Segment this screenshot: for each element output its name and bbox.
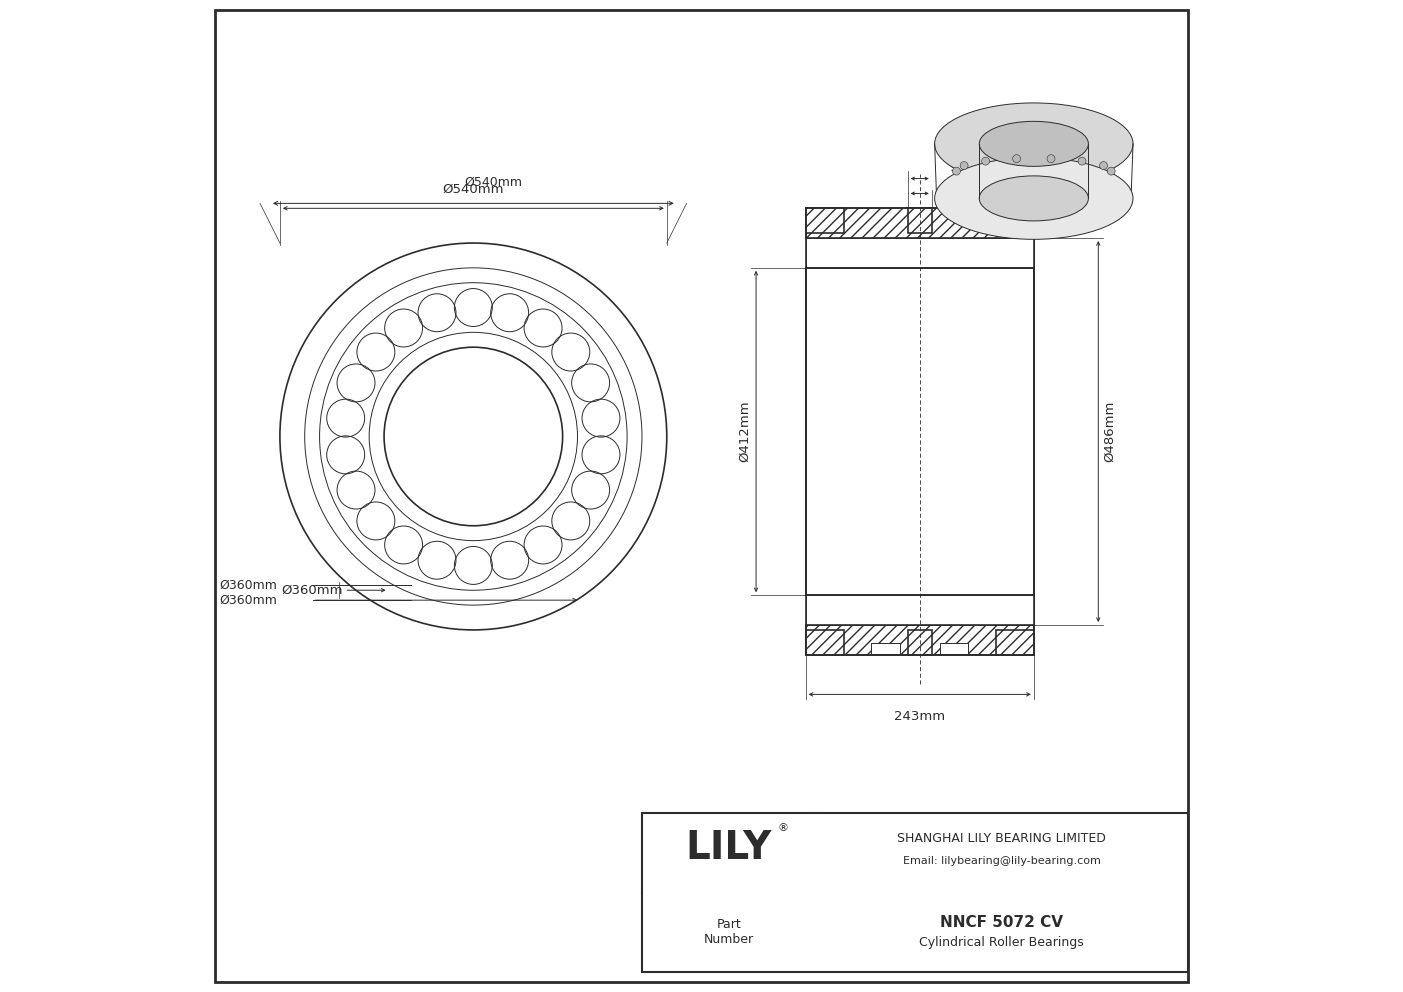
Text: SHANGHAI LILY BEARING LIMITED: SHANGHAI LILY BEARING LIMITED: [897, 831, 1106, 845]
Text: Part
Number: Part Number: [704, 919, 753, 946]
Bar: [805, 268, 1034, 595]
Bar: [805, 208, 843, 233]
Circle shape: [1107, 168, 1115, 175]
Bar: [805, 630, 843, 655]
Bar: [908, 630, 932, 655]
Bar: [996, 208, 1034, 233]
Text: Ø5mm: Ø5mm: [950, 176, 992, 188]
Circle shape: [953, 168, 961, 175]
Bar: [805, 208, 1034, 238]
Bar: [805, 238, 1034, 625]
Ellipse shape: [979, 121, 1089, 167]
Text: Ø412mm: Ø412mm: [738, 401, 751, 462]
Ellipse shape: [934, 158, 1134, 239]
Text: NNCF 5072 CV: NNCF 5072 CV: [940, 915, 1063, 930]
Text: Ø486mm: Ø486mm: [1103, 401, 1117, 462]
Text: 243mm: 243mm: [894, 710, 946, 723]
Bar: [805, 625, 1034, 655]
Text: Ø360mm: Ø360mm: [219, 578, 276, 592]
Circle shape: [960, 162, 968, 170]
Text: Ø540mm: Ø540mm: [464, 176, 522, 188]
Text: 9mm: 9mm: [950, 161, 982, 174]
Bar: [805, 268, 1034, 595]
Bar: [871, 643, 899, 654]
Text: Email: lilybearing@lily-bearing.com: Email: lilybearing@lily-bearing.com: [902, 856, 1100, 866]
Ellipse shape: [934, 103, 1134, 185]
Text: Ø540mm: Ø540mm: [442, 183, 504, 195]
Text: Ø360mm: Ø360mm: [219, 593, 276, 607]
Bar: [908, 208, 932, 233]
Circle shape: [1013, 155, 1020, 163]
Bar: [805, 208, 1034, 655]
Bar: [996, 630, 1034, 655]
Bar: [940, 643, 968, 654]
Text: LILY: LILY: [686, 829, 772, 867]
Circle shape: [1047, 155, 1055, 163]
Circle shape: [1078, 157, 1086, 165]
Ellipse shape: [979, 176, 1089, 221]
Bar: [643, 813, 1187, 972]
Text: ®: ®: [777, 823, 788, 833]
Text: Ø360mm: Ø360mm: [281, 583, 342, 597]
Text: Cylindrical Roller Bearings: Cylindrical Roller Bearings: [919, 935, 1085, 949]
Circle shape: [1100, 162, 1107, 170]
Circle shape: [982, 157, 989, 165]
